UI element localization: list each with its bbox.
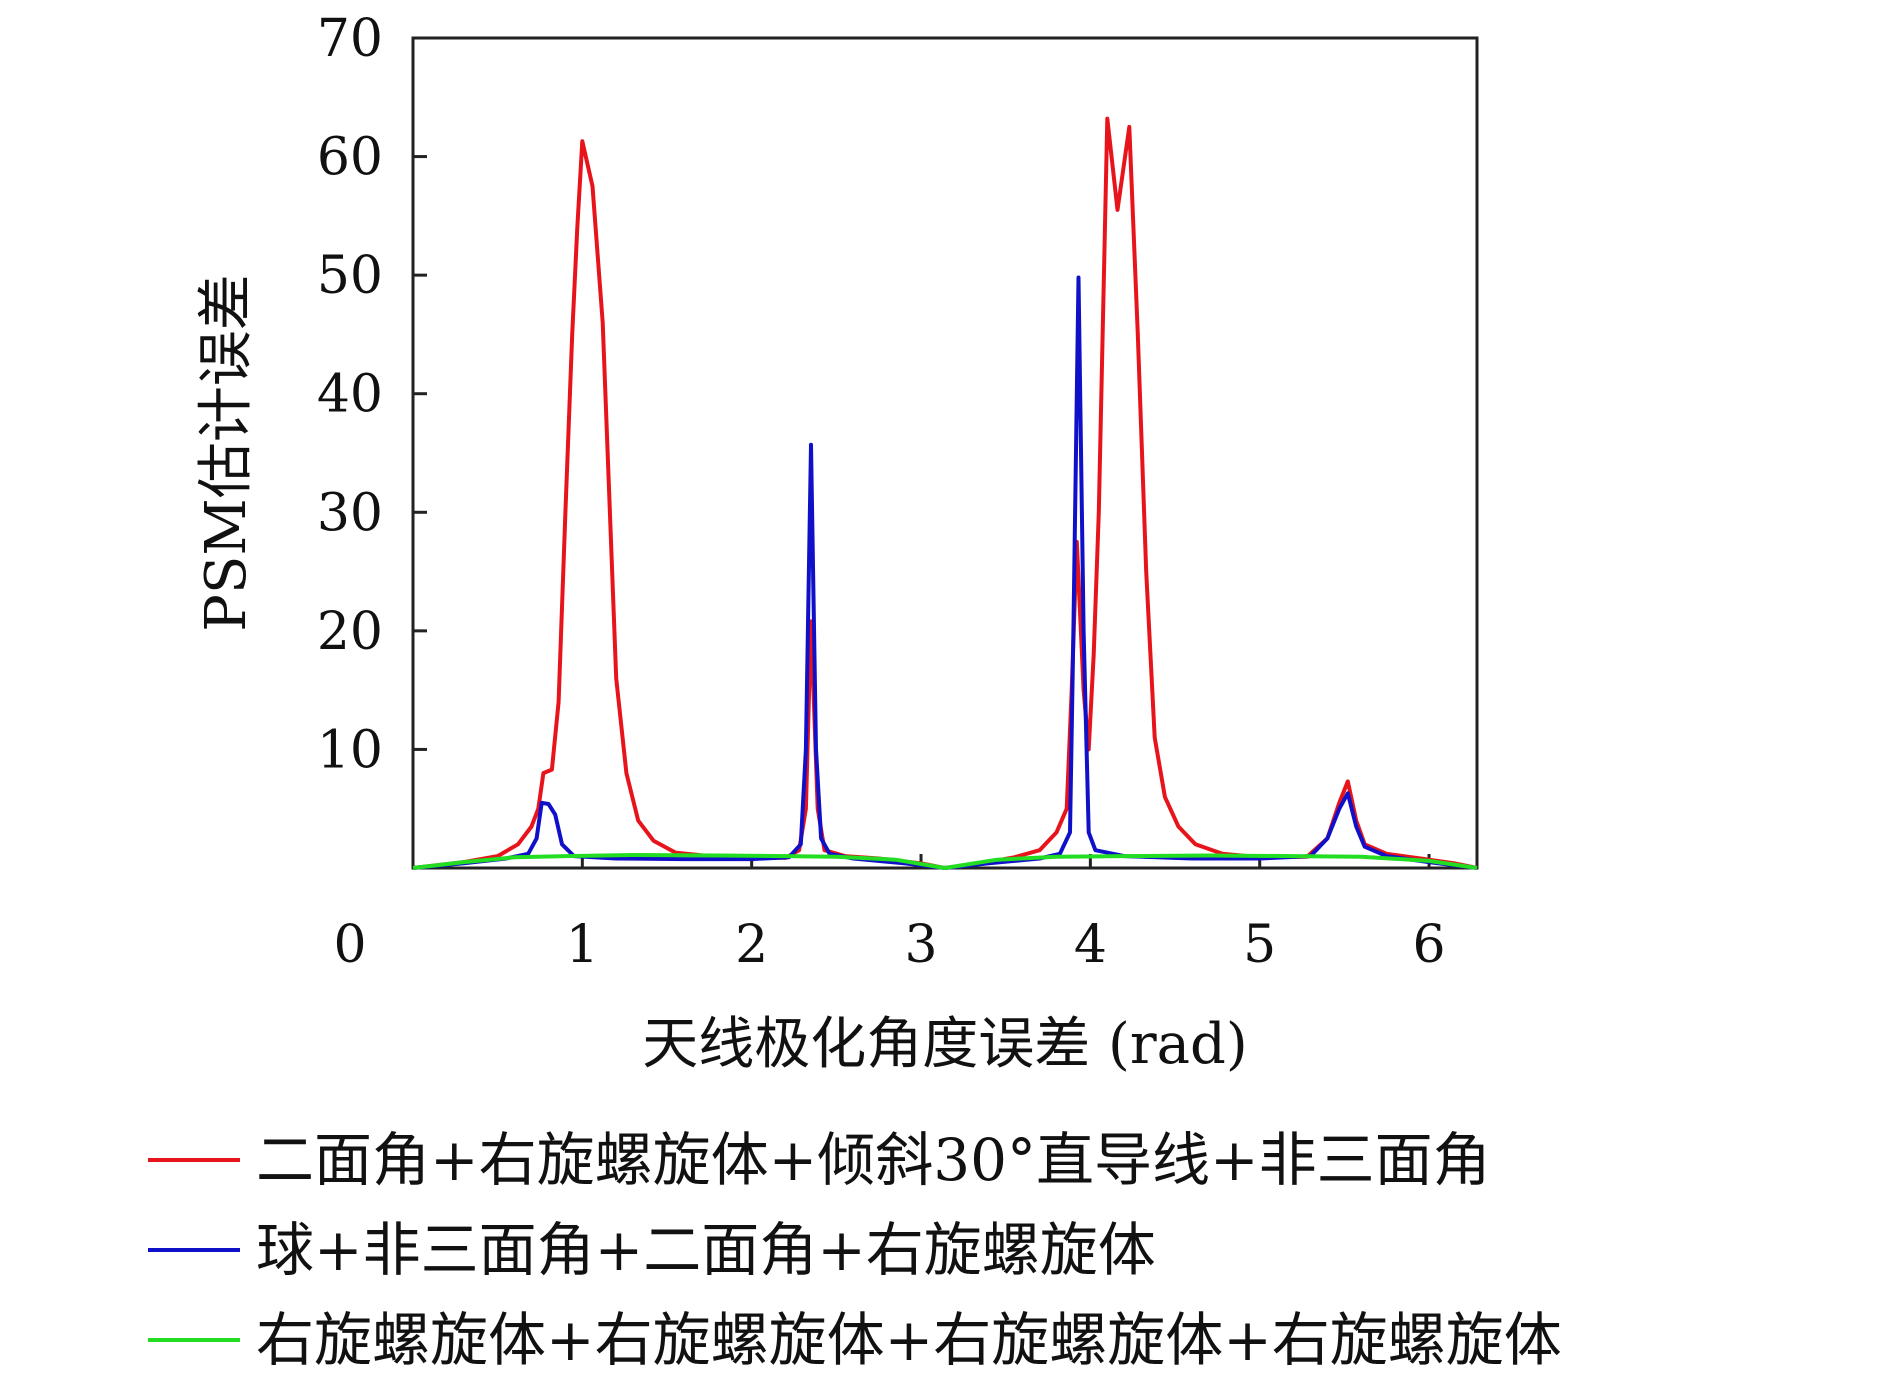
x-axis-ticks: 0 1 2 3 4 5 6 [333, 854, 1446, 975]
y-tick-label: 30 [317, 483, 383, 543]
x-tick-label: 6 [1412, 915, 1445, 975]
legend-label-2: 球+非三面角+二面角+右旋螺旋体 [256, 1216, 1156, 1284]
y-tick-label: 50 [317, 246, 383, 306]
y-tick-label: 40 [317, 365, 383, 425]
x-tick-label: 0 [333, 915, 366, 975]
y-tick-label: 60 [317, 128, 383, 188]
y-tick-label: 10 [317, 720, 383, 780]
x-axis-title: 天线极化角度误差 (rad) [642, 1012, 1248, 1077]
legend-label-1: 二面角+右旋螺旋体+倾斜30°直导线+非三面角 [256, 1126, 1491, 1194]
y-tick-label: 20 [317, 602, 383, 662]
x-tick-label: 2 [735, 915, 768, 975]
series-line-1 [412, 116, 1478, 870]
x-tick-label: 5 [1243, 915, 1276, 975]
series-line-3 [412, 853, 1478, 870]
series-lines [412, 116, 1478, 870]
y-axis-title: PSM估计误差 [194, 274, 259, 631]
x-tick-label: 4 [1074, 915, 1107, 975]
legend: 二面角+右旋螺旋体+倾斜30°直导线+非三面角球+非三面角+二面角+右旋螺旋体右… [148, 1126, 1562, 1374]
plot-frame [411, 36, 1479, 870]
y-tick-label: 70 [317, 9, 383, 69]
x-tick-label: 1 [566, 915, 599, 975]
y-axis-ticks: 10 20 30 40 50 60 70 [317, 9, 427, 780]
x-tick-label: 3 [904, 915, 937, 975]
legend-label-3: 右旋螺旋体+右旋螺旋体+右旋螺旋体+右旋螺旋体 [256, 1306, 1562, 1374]
